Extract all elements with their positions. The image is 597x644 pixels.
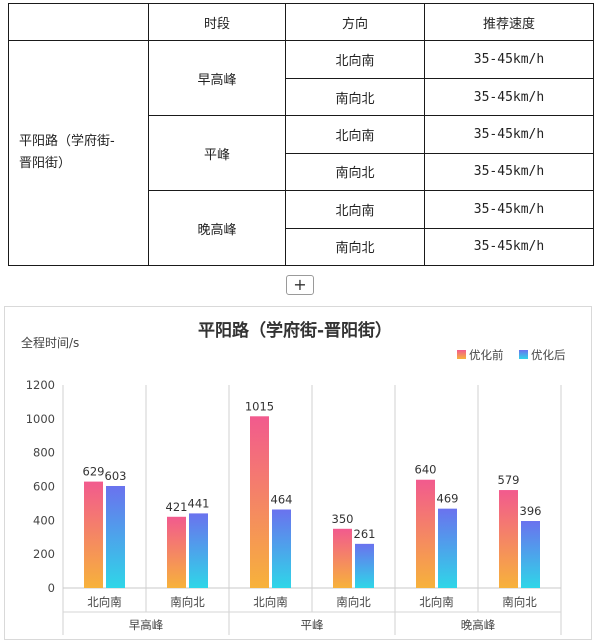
- bar-value-label: 396: [520, 504, 542, 518]
- bar-after: [272, 509, 291, 588]
- direction-cell: 南向北: [285, 152, 425, 192]
- x-tick-label: 北向南: [87, 595, 122, 609]
- bar-before: [416, 479, 435, 588]
- bar-before: [250, 416, 269, 588]
- direction-cell: 北向南: [285, 115, 425, 154]
- bar-value-label: 261: [354, 527, 376, 541]
- table-header-period: 时段: [148, 2, 286, 42]
- road-name-line1: 平阳路（学府街-: [19, 134, 115, 150]
- bar-value-label: 469: [437, 492, 459, 506]
- bar-value-label: 421: [166, 500, 188, 514]
- bar-value-label: 464: [271, 493, 293, 507]
- direction-cell: 南向北: [285, 227, 425, 267]
- table-header-speed: 推荐速度: [424, 2, 594, 42]
- direction-cell: 南向北: [285, 77, 425, 117]
- travel-time-bar-chart: 平阳路（学府街-晋阳街） 全程时间/s 优化前 优化后 0 200 400 600 800…: [21, 320, 566, 635]
- bar-value-label: 350: [332, 512, 354, 526]
- legend-label: 优化后: [531, 348, 566, 362]
- x-tick-label: 北向南: [253, 595, 288, 609]
- table-row: 平阳路（学府街- 晋阳街） 早高峰 北向南 35-45km/h: [8, 40, 594, 266]
- x-tick-label: 南向北: [170, 595, 205, 609]
- road-cell: 平阳路（学府街- 晋阳街）: [8, 40, 149, 266]
- speed-cell: 35-45km/h: [424, 152, 594, 192]
- y-axis-label: 全程时间/s: [21, 335, 79, 350]
- chart-title: 平阳路（学府街-晋阳街）: [198, 320, 392, 341]
- bar-value-label: 1015: [245, 399, 274, 413]
- table-row: 晚高峰 北向南 35-45km/h: [9, 190, 594, 266]
- speed-recommendation-table: 时段 方向 推荐速度 平阳路（学府街- 晋阳街） 早高峰 北向南 35-45km…: [8, 2, 594, 267]
- speed-cell: 35-45km/h: [424, 40, 594, 79]
- x-group-label: 晚高峰: [461, 618, 496, 632]
- y-tick-label: 0: [48, 581, 55, 595]
- table-header-row: 时段 方向 推荐速度: [8, 2, 594, 42]
- y-tick-label: 1200: [26, 378, 55, 392]
- table-row: 南向北 35-45km/h: [9, 227, 594, 267]
- legend-label: 优化前: [469, 348, 504, 362]
- legend-swatch: [457, 350, 466, 359]
- x-group-label: 平峰: [301, 618, 324, 632]
- bar-before: [84, 481, 103, 588]
- legend-swatch: [519, 350, 528, 359]
- bar-value-label: 629: [83, 465, 105, 479]
- bar-after: [438, 508, 457, 588]
- bar-value-label: 441: [188, 496, 210, 510]
- period-cell: 平峰: [148, 115, 286, 192]
- x-group-label: 早高峰: [129, 618, 164, 632]
- bar-value-label: 579: [498, 473, 520, 487]
- y-tick-label: 800: [33, 446, 55, 460]
- table-row: 南向北 35-45km/h: [9, 77, 594, 117]
- direction-cell: 北向南: [285, 190, 425, 229]
- bar-after: [189, 513, 208, 588]
- x-tick-label: 南向北: [336, 595, 371, 609]
- table-row: 南向北 35-45km/h: [9, 152, 594, 192]
- bar-after: [521, 521, 540, 588]
- y-tick-label: 600: [33, 480, 55, 494]
- y-tick-label: 400: [33, 513, 55, 527]
- road-name-line2: 晋阳街）: [19, 156, 72, 172]
- direction-cell: 北向南: [285, 40, 425, 79]
- speed-cell: 35-45km/h: [424, 115, 594, 154]
- x-tick-label: 北向南: [419, 595, 454, 609]
- chart-card: 平阳路（学府街-晋阳街） 全程时间/s 优化前 优化后 0 200 400 600 800…: [4, 306, 592, 640]
- bar-after: [355, 543, 374, 588]
- x-tick-label: 南向北: [502, 595, 537, 609]
- speed-cell: 35-45km/h: [424, 190, 594, 229]
- bar-value-label: 640: [415, 463, 437, 477]
- period-cell: 早高峰: [148, 40, 286, 117]
- table-header-blank: [8, 2, 149, 42]
- speed-cell: 35-45km/h: [424, 77, 594, 117]
- bar-before: [333, 528, 352, 588]
- bar-before: [499, 490, 518, 588]
- period-cell: 晚高峰: [148, 190, 286, 266]
- y-tick-label: 1000: [26, 412, 55, 426]
- table-header-direction: 方向: [285, 2, 425, 42]
- add-button[interactable]: +: [286, 275, 314, 295]
- bar-before: [167, 516, 186, 588]
- bar-after: [106, 485, 125, 588]
- speed-cell: 35-45km/h: [424, 227, 594, 267]
- chart-legend: 优化前 优化后: [457, 348, 566, 362]
- y-tick-label: 200: [33, 547, 55, 561]
- bar-value-label: 603: [105, 469, 127, 483]
